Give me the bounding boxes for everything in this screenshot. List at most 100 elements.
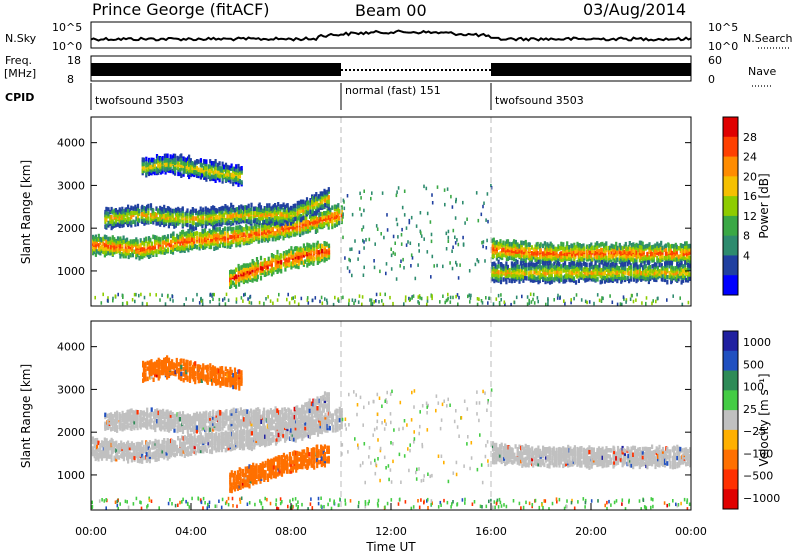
- sparse-cell: [342, 212, 344, 216]
- range-cell: [96, 452, 99, 457]
- range-cell: [214, 219, 217, 225]
- range-cell: [266, 224, 269, 229]
- range-cell: [122, 212, 125, 218]
- range-cell: [166, 438, 169, 443]
- noise-cell: [288, 301, 291, 305]
- range-cell: [566, 251, 569, 257]
- range-cell: [233, 235, 236, 240]
- range-cell: [618, 272, 621, 277]
- range-cell: [154, 453, 157, 458]
- noise-cell: [133, 292, 136, 297]
- range-cell: [592, 265, 595, 270]
- noise-cell: [212, 292, 215, 297]
- range-cell: [300, 260, 303, 265]
- range-cell: [513, 278, 516, 283]
- range-cell: [191, 435, 194, 441]
- noise-cell: [446, 298, 449, 302]
- range-cell: [119, 254, 122, 259]
- range-cell: [319, 211, 322, 217]
- noise-cell: [457, 302, 459, 306]
- range-cell: [233, 441, 237, 446]
- range-cell: [310, 249, 313, 254]
- sparse-cell: [451, 205, 454, 209]
- range-cell: [539, 254, 542, 259]
- range-cell: [194, 222, 198, 227]
- range-cell: [316, 252, 319, 258]
- range-cell: [547, 253, 550, 258]
- range-cell: [319, 191, 322, 196]
- range-cell: [557, 253, 560, 259]
- noise-cell: [384, 292, 386, 297]
- range-cell: [191, 233, 194, 238]
- range-cell: [508, 255, 511, 260]
- range-cell: [237, 263, 240, 269]
- range-cell: [148, 452, 151, 457]
- range-cell: [272, 254, 275, 259]
- sparse-cell: [429, 220, 432, 224]
- range-cell: [116, 209, 120, 215]
- range-cell: [305, 197, 309, 202]
- range-cell: [542, 264, 545, 269]
- range-cell: [200, 234, 203, 240]
- range-cell: [100, 244, 103, 250]
- range-cell: [239, 228, 242, 234]
- range-cell: [626, 261, 629, 267]
- range-cell: [196, 222, 200, 227]
- range-cell: [111, 241, 114, 247]
- sparse-cell: [358, 250, 361, 254]
- range-cell: [199, 218, 202, 223]
- range-cell: [175, 444, 178, 450]
- range-cell: [547, 250, 550, 256]
- range-cell: [180, 153, 183, 158]
- range-cell: [152, 160, 155, 165]
- range-cell: [678, 262, 681, 268]
- noise-cell: [117, 292, 119, 297]
- range-cell: [157, 168, 160, 173]
- range-cell: [616, 257, 619, 262]
- range-cell: [213, 220, 216, 225]
- range-cell: [188, 451, 192, 456]
- range-cell: [536, 257, 539, 262]
- range-cell: [136, 252, 139, 258]
- range-cell: [169, 221, 172, 226]
- range-cell: [143, 206, 146, 211]
- noise-cell: [485, 296, 487, 300]
- range-cell: [254, 276, 257, 282]
- range-cell: [637, 252, 640, 258]
- range-cell: [218, 218, 221, 223]
- range-cell: [520, 252, 523, 258]
- range-cell: [135, 442, 138, 447]
- range-cell: [194, 162, 197, 168]
- range-cell: [237, 237, 240, 243]
- range-cell: [121, 223, 124, 228]
- range-cell: [651, 273, 654, 279]
- range-cell: [572, 261, 576, 266]
- range-cell: [153, 159, 156, 164]
- range-cell: [312, 243, 316, 248]
- range-cell: [224, 177, 228, 182]
- range-cell: [296, 204, 299, 209]
- range-cell: [587, 271, 590, 276]
- range-cell: [182, 172, 185, 177]
- range-cell: [259, 265, 263, 271]
- range-cell: [282, 235, 285, 241]
- range-cell: [497, 252, 500, 257]
- range-cell: [171, 213, 174, 218]
- range-cell: [290, 265, 293, 270]
- range-cell: [255, 210, 258, 216]
- range-cell: [296, 206, 299, 212]
- sparse-cell: [442, 264, 444, 269]
- range-cell: [688, 255, 691, 261]
- noise-cell: [652, 299, 654, 303]
- range-cell: [157, 158, 160, 163]
- range-cell: [543, 241, 546, 246]
- range-cell: [152, 208, 155, 214]
- noise-cell: [492, 302, 495, 306]
- range-cell: [514, 258, 517, 264]
- range-cell: [269, 222, 273, 228]
- noise-cell: [529, 292, 532, 296]
- range-cell: [306, 205, 310, 210]
- range-cell: [576, 267, 579, 272]
- range-cell: [280, 221, 283, 226]
- range-cell: [642, 274, 645, 279]
